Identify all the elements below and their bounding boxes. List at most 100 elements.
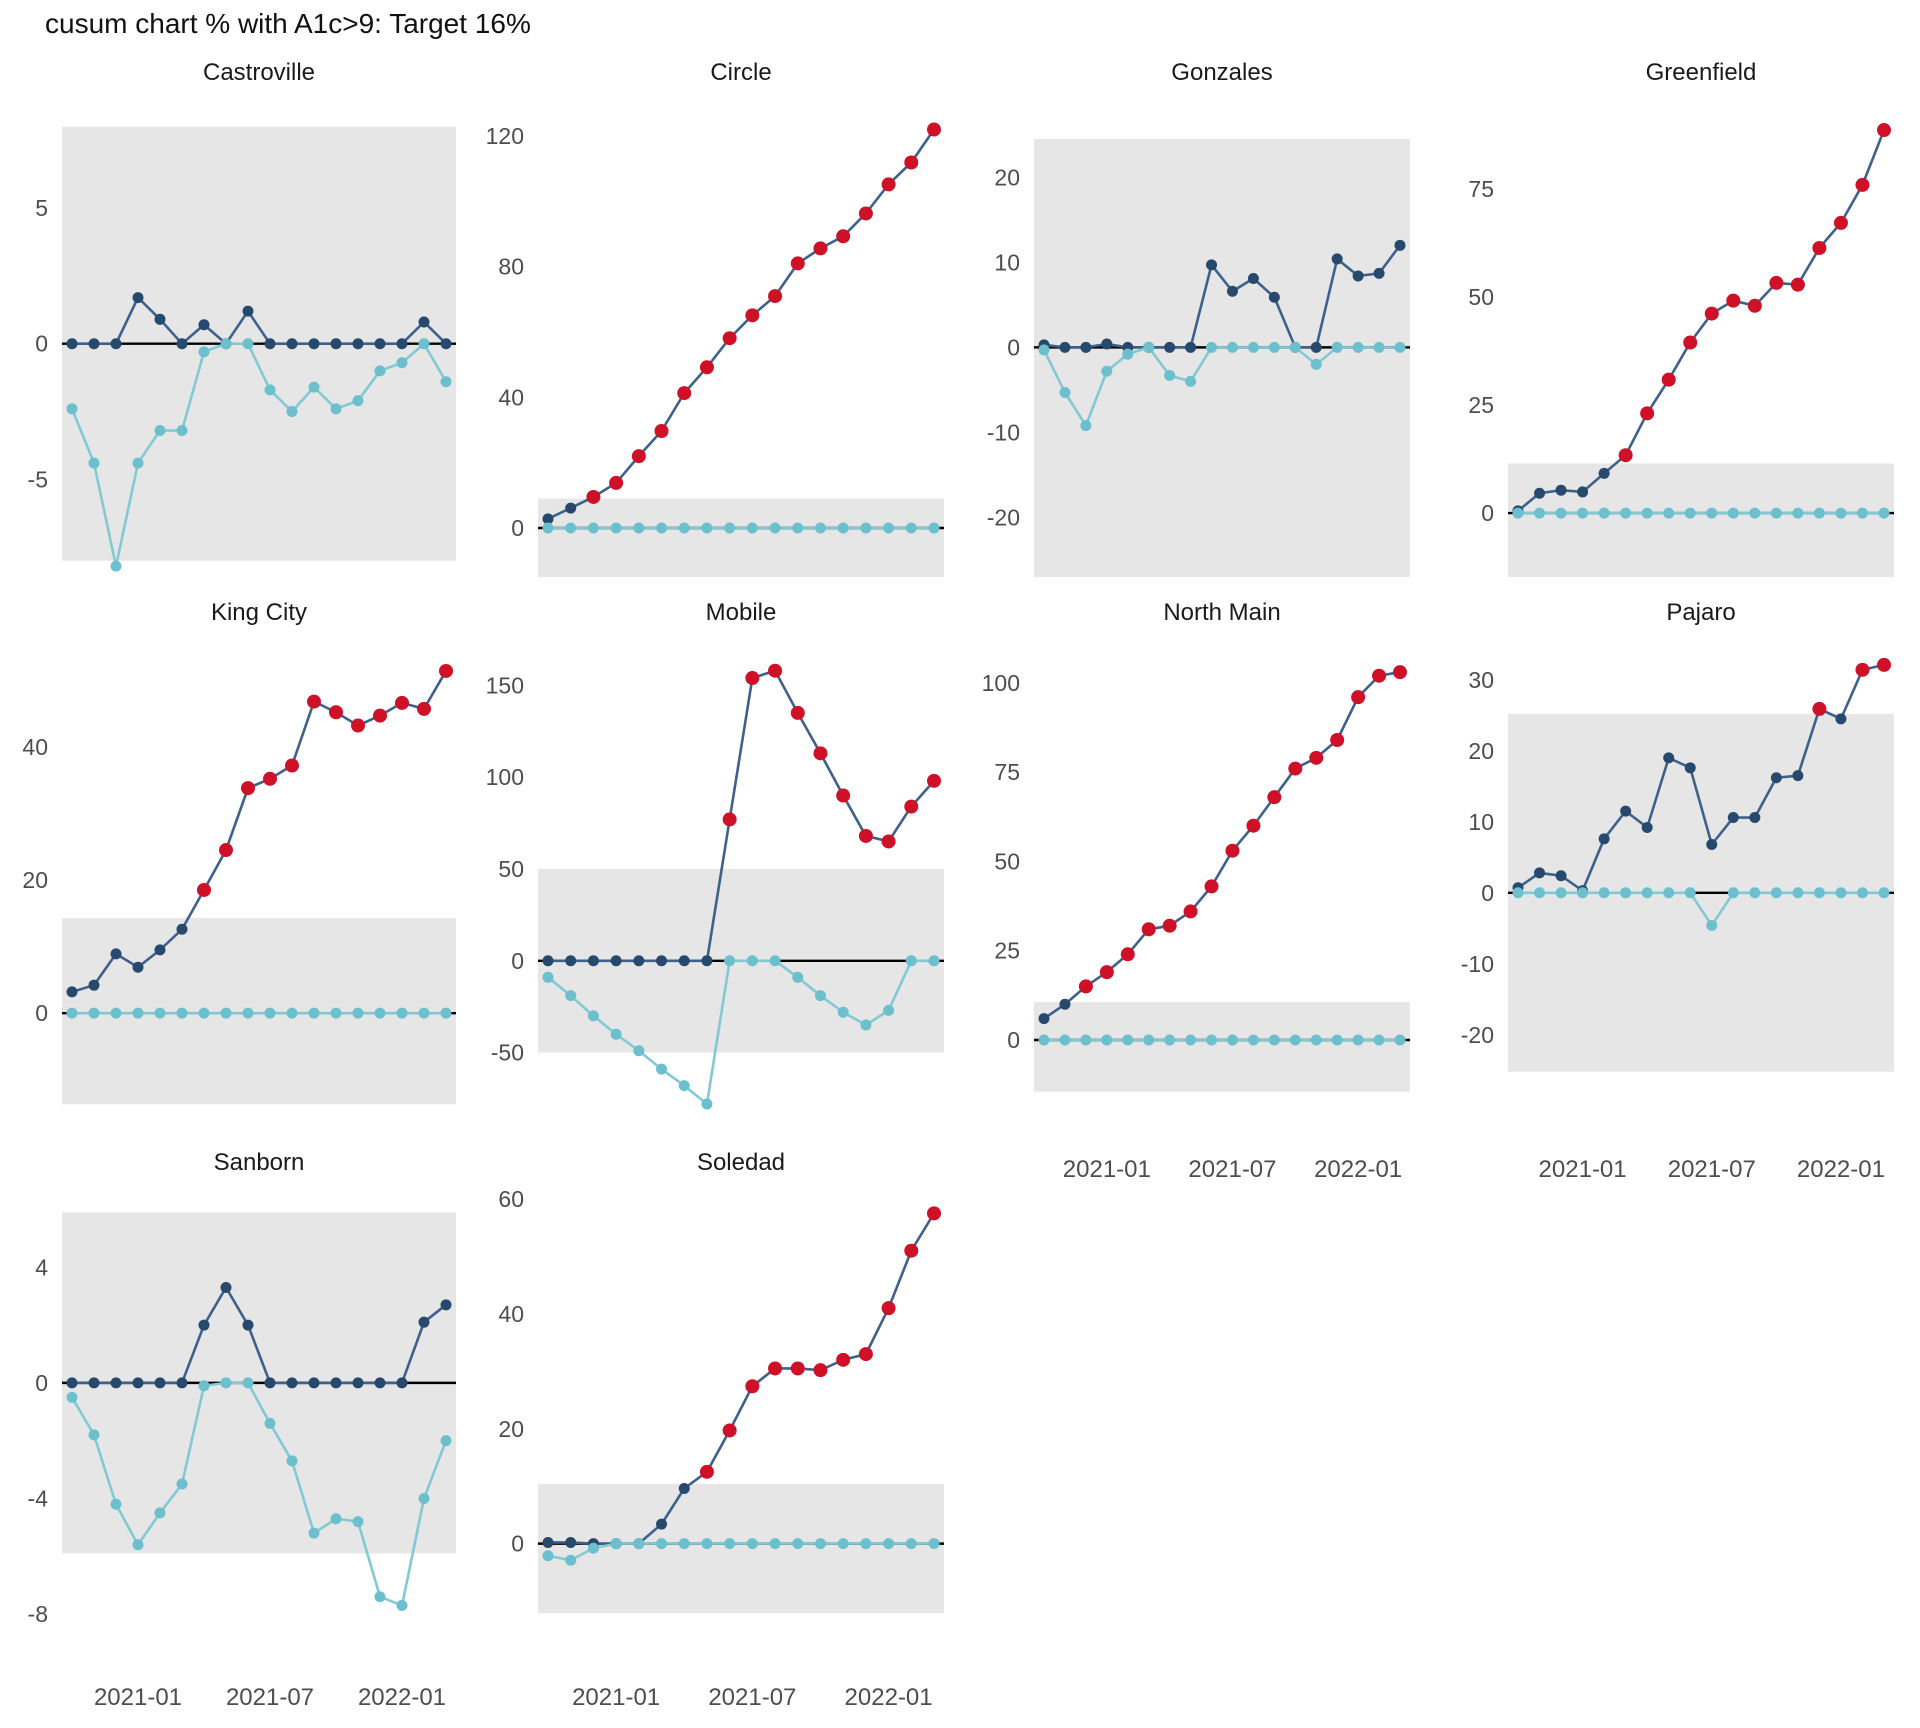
lower-point [374,1007,386,1019]
signal-point [1246,818,1261,833]
upper-point [242,305,254,317]
lower-point [1641,507,1653,519]
y-tick-label: 0 [35,1370,48,1396]
signal-point [1640,406,1655,421]
signal-point [1877,123,1891,138]
facet-mobile: Mobile 150 100 50 0 -50 [486,599,944,1110]
upper-point [1555,484,1567,496]
y-tick-label: 50 [994,848,1020,874]
upper-point [88,338,100,350]
signal-point [699,360,714,375]
y-tick-label: 0 [511,1531,524,1557]
y-tick-label: 0 [1481,880,1494,906]
signal-point [1183,904,1198,919]
lower-point [1352,1034,1364,1046]
lower-point [587,522,599,534]
signal-point [1162,918,1177,933]
lower-point [88,1007,100,1019]
lower-point [286,1455,298,1467]
signal-point [677,386,692,401]
lower-point [1143,1034,1155,1046]
facet-pajaro: Pajaro 30 20 10 0 -10 -20 2021-01 2021-07 2022-01 [1461,599,1894,1183]
lower-point [1727,887,1739,899]
upper-point [1185,341,1197,353]
upper-point [242,1319,254,1331]
lower-point [1555,887,1567,899]
signal-point [813,746,828,761]
lower-point [610,1028,622,1040]
lower-point [1331,341,1343,353]
lower-point [418,338,430,350]
y-tick-label: 150 [486,672,524,698]
signal-point [307,694,321,709]
upper-point [132,1377,144,1389]
lower-point [242,338,254,350]
lower-point [1792,887,1804,899]
upper-point [110,338,122,350]
y-tick-label: -50 [491,1040,524,1066]
lower-point [746,1538,758,1550]
signal-point [745,671,760,686]
x-tick-label: 2021-01 [94,1684,182,1711]
signal-point [1078,979,1093,994]
upper-point [1059,998,1071,1010]
lower-point [220,1377,232,1389]
y-tick-label: 25 [1468,392,1494,418]
lower-point [352,1516,364,1528]
lower-point [66,1007,78,1019]
lower-point [633,522,645,534]
lower-point [542,971,554,983]
lower-point [837,1538,849,1550]
lower-point [678,1538,690,1550]
lower-point [928,522,940,534]
signal-point [927,122,941,137]
upper-point [1206,259,1218,271]
upper-point [374,1377,386,1389]
lower-point [352,395,364,407]
upper-series-line [1517,129,1886,512]
x-tick-label: 2022-01 [1797,1156,1885,1183]
lower-point [883,1004,895,1016]
upper-point [678,1482,690,1494]
upper-point [1577,486,1589,498]
lower-point [814,1538,826,1550]
upper-point [633,955,645,967]
lower-point [88,1429,100,1441]
y-tick-label: 0 [35,331,48,357]
facet-sanborn: Sanborn 4 0 -4 -8 2021-01 2021-07 2022-01 [28,1149,456,1711]
signal-point [1309,750,1324,765]
y-tick-label: 30 [1468,667,1494,693]
lower-point [286,406,298,418]
signal-point [1099,965,1114,980]
signal-point [1267,790,1282,805]
control-limit-band [62,917,456,1105]
lower-point [1331,1034,1343,1046]
y-tick-label: 0 [1481,500,1494,526]
lower-point [264,384,276,396]
lower-point [1268,341,1280,353]
signal-point [197,882,211,897]
signal-point [790,256,805,271]
lower-point [1268,1034,1280,1046]
lower-point [746,955,758,967]
upper-point [66,986,78,998]
signal-point [768,663,783,678]
upper-point [396,338,408,350]
lower-point [587,1010,599,1022]
upper-point [1749,812,1761,824]
lower-point [724,1538,736,1550]
upper-point [132,961,144,973]
upper-point [1684,762,1696,774]
facet-title: King City [211,599,307,626]
signal-point [1372,668,1387,683]
signal-point [722,812,737,827]
lower-point [308,1007,320,1019]
facet-gonzales: Gonzales 20 10 0 -10 -20 [987,59,1410,578]
lower-point [176,425,188,437]
upper-point [1226,285,1238,297]
lower-point [154,1007,166,1019]
upper-point [440,338,452,350]
signal-point [1393,665,1407,680]
y-tick-label: 25 [994,938,1020,964]
lower-point [1835,507,1847,519]
